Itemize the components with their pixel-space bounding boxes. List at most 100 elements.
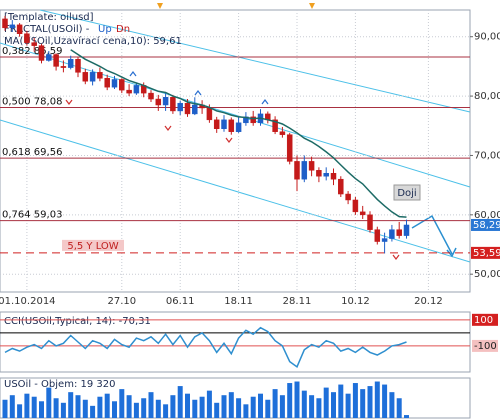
legend-up: Up bbox=[98, 24, 112, 35]
candle-body bbox=[213, 119, 220, 129]
candle-body bbox=[396, 229, 402, 236]
fib-label: 0,500 78,08 bbox=[2, 96, 62, 107]
cci-title: CCI(USOil,Typical, 14): -70,31 bbox=[4, 316, 151, 327]
y-tick-label: 80,00 bbox=[474, 91, 500, 102]
volume-bar bbox=[31, 396, 37, 418]
volume-bar bbox=[141, 398, 147, 418]
legend-fractal: FRACTAL(USOil) - bbox=[4, 24, 90, 35]
candle-body bbox=[75, 59, 81, 73]
volume-bar bbox=[148, 392, 154, 418]
volume-bar bbox=[9, 395, 15, 418]
last-price-label: 58,29 bbox=[473, 220, 500, 231]
last-price-bg bbox=[471, 218, 500, 231]
tick-bg bbox=[472, 313, 498, 326]
volume-bar bbox=[53, 398, 59, 418]
y-tick-label: 50,00 bbox=[474, 269, 500, 280]
candle-body bbox=[133, 85, 140, 94]
annotation-box bbox=[393, 184, 421, 201]
volume-bar bbox=[228, 392, 234, 418]
candle-body bbox=[345, 193, 351, 201]
y-tick-label: 70,00 bbox=[474, 150, 500, 161]
projection-arrow bbox=[411, 214, 453, 255]
volume-bar bbox=[287, 383, 293, 418]
volume-bar bbox=[206, 390, 212, 418]
volume-bar bbox=[338, 384, 344, 418]
fractal-markers bbox=[65, 71, 400, 260]
ma-line bbox=[70, 49, 407, 218]
y-tick-label: 60,00 bbox=[474, 210, 500, 221]
volume-bar bbox=[331, 392, 336, 418]
volume-bar bbox=[272, 389, 278, 418]
candle-body bbox=[97, 72, 103, 79]
candle-body bbox=[359, 211, 366, 216]
volume-bar bbox=[46, 387, 52, 418]
candle-body bbox=[250, 116, 256, 124]
candle-body bbox=[162, 97, 169, 106]
arrow-head bbox=[446, 247, 457, 258]
candle-body bbox=[381, 238, 388, 242]
candle-body bbox=[177, 102, 183, 112]
event-marker bbox=[309, 3, 315, 9]
volume-bar bbox=[265, 399, 271, 418]
x-tick-label: 01.10.2014 bbox=[0, 296, 56, 307]
fib-label: 0,764 59,03 bbox=[2, 210, 62, 221]
fractal-up bbox=[129, 71, 137, 77]
volume-bar bbox=[374, 381, 380, 418]
volume-bar bbox=[221, 395, 227, 418]
fib-label: 0,382 86,59 bbox=[2, 46, 62, 57]
volume-bar bbox=[236, 398, 242, 418]
fractal-down bbox=[392, 254, 400, 260]
volume-bar bbox=[24, 393, 30, 418]
volume-bar bbox=[309, 395, 315, 418]
candle-body bbox=[111, 79, 118, 88]
volume-bar bbox=[119, 389, 125, 418]
support-axis-label: 53,59 bbox=[473, 248, 500, 259]
x-tick-label: 20.12 bbox=[414, 296, 443, 307]
fractal-down bbox=[65, 99, 73, 105]
volume-bar bbox=[192, 399, 198, 418]
x-tick-label: 28.11 bbox=[283, 296, 312, 307]
candle-body bbox=[16, 24, 23, 34]
candle-body bbox=[235, 122, 242, 132]
volume-bar bbox=[316, 398, 322, 418]
volume-bar bbox=[389, 392, 395, 418]
volume-bar bbox=[170, 395, 176, 418]
candle-body bbox=[82, 72, 89, 82]
candle-body bbox=[338, 178, 344, 195]
candle-body bbox=[323, 173, 329, 177]
candle-body bbox=[126, 89, 132, 94]
event-marker bbox=[157, 3, 163, 9]
candle-body bbox=[46, 54, 52, 61]
candle-body bbox=[9, 24, 16, 29]
candle-body bbox=[403, 224, 410, 236]
volume-title: USOil - Objem: 19 320 bbox=[4, 379, 116, 390]
support-label-bg bbox=[62, 239, 124, 251]
fractal-up bbox=[194, 90, 202, 96]
candle-body bbox=[119, 79, 125, 91]
legend-dn: Dn bbox=[116, 24, 130, 35]
candle-body bbox=[228, 119, 235, 132]
x-tick-label: 06.11 bbox=[166, 296, 195, 307]
volume-bar bbox=[294, 381, 300, 418]
candle-body bbox=[170, 97, 176, 112]
tick-bg bbox=[472, 339, 498, 352]
volume-bar bbox=[323, 387, 329, 418]
volume-bar bbox=[17, 404, 23, 418]
volume-bar bbox=[214, 402, 220, 418]
candle-body bbox=[38, 45, 45, 61]
candle-body bbox=[308, 161, 315, 171]
candle-body bbox=[53, 54, 59, 67]
candle-body bbox=[286, 134, 293, 162]
y-tick-label: 90,00 bbox=[474, 32, 500, 43]
candle-body bbox=[60, 66, 67, 68]
candle-body bbox=[316, 170, 322, 177]
candle-body bbox=[301, 161, 308, 180]
x-tick-label: 10.12 bbox=[341, 296, 370, 307]
candle-body bbox=[374, 229, 381, 242]
candle-body bbox=[389, 229, 395, 239]
volume-bar bbox=[126, 395, 132, 418]
fractal-down bbox=[164, 125, 172, 131]
volume-bar bbox=[2, 399, 8, 418]
legend-ma: MA(USOil,Uzavírací cena,10): 59,61 bbox=[4, 35, 182, 47]
